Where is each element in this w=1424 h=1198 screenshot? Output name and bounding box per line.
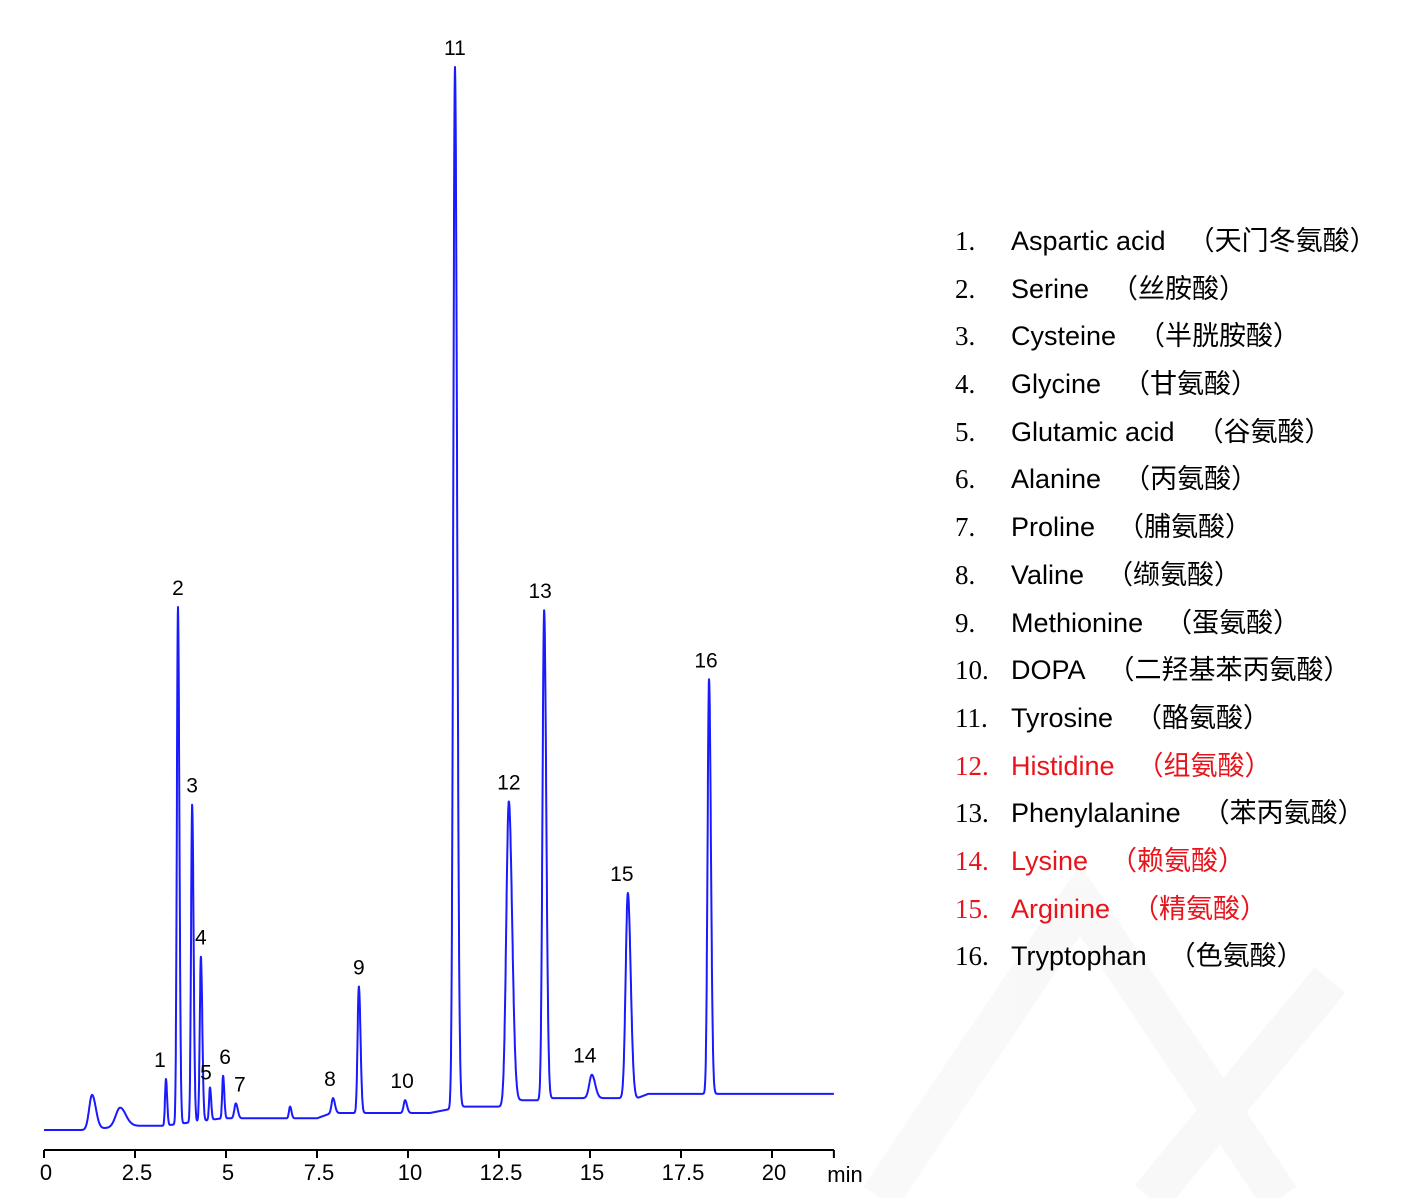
legend-cn: （丙氨酸） — [1123, 464, 1259, 496]
legend-num: 7. — [955, 512, 976, 543]
legend-name: Cysteine — [1011, 321, 1117, 352]
legend-num: 6. — [955, 464, 976, 495]
legend: 1. Aspartic acid （天门冬氨酸） 2. Serine （丝胺酸） 3. Cys… — [955, 220, 1377, 983]
x-tick-label: 5 — [222, 1160, 234, 1185]
legend-cn: （精氨酸） — [1132, 893, 1268, 925]
legend-cn: （天门冬氨酸） — [1187, 226, 1377, 257]
legend-num: 14. — [955, 845, 989, 876]
peak-label-1: 1 — [154, 1049, 166, 1072]
legend-item: 4. Glycine （甘氨酸） — [955, 363, 1377, 411]
peak-label-3: 3 — [186, 775, 198, 798]
legend-cn: （脯氨酸） — [1117, 512, 1253, 544]
legend-name: Phenylalanine — [1011, 798, 1181, 829]
legend-cn: （酪氨酸） — [1135, 702, 1271, 734]
legend-cn: （甘氨酸） — [1123, 369, 1259, 401]
peak-label-15: 15 — [610, 863, 633, 886]
x-tick-label: 17.5 — [662, 1160, 705, 1185]
x-tick-label: 0 — [40, 1160, 52, 1185]
legend-item: 5. Glutamic acid （谷氨酸） — [955, 411, 1377, 459]
legend-item: 12. Histidine （组氨酸） — [955, 745, 1377, 793]
legend-cn: （赖氨酸） — [1110, 845, 1246, 877]
legend-item: 15. Arginine （精氨酸） — [955, 888, 1377, 936]
legend-name: Methionine — [1011, 607, 1144, 638]
legend-item: 7. Proline （脯氨酸） — [955, 506, 1377, 554]
legend-item: 1. Aspartic acid （天门冬氨酸） — [955, 220, 1377, 268]
legend-name: DOPA — [1011, 655, 1086, 686]
peak-label-8: 8 — [324, 1068, 336, 1091]
legend-cn: （丝胺酸） — [1111, 273, 1247, 305]
peak-label-4: 4 — [195, 927, 207, 950]
legend-name: Arginine — [1011, 893, 1111, 924]
legend-cn: （色氨酸） — [1168, 941, 1304, 973]
legend-cn: （苯丙氨酸） — [1202, 798, 1365, 830]
legend-num: 12. — [955, 750, 989, 781]
x-tick-label: 10 — [398, 1160, 422, 1185]
legend-name: Aspartic acid — [1011, 226, 1166, 256]
legend-num: 11. — [955, 702, 988, 733]
legend-num: 9. — [955, 607, 976, 638]
legend-name: Serine — [1011, 273, 1090, 304]
legend-cn: （二羟基苯丙氨酸） — [1107, 655, 1351, 687]
legend-name: Histidine — [1011, 750, 1115, 781]
peak-label-9: 9 — [353, 956, 365, 979]
peak-label-7: 7 — [234, 1073, 246, 1096]
legend-name: Glycine — [1011, 369, 1102, 400]
legend-item: 9. Methionine （蛋氨酸） — [955, 602, 1377, 650]
peak-label-12: 12 — [497, 772, 520, 795]
legend-item: 11. Tyrosine （酪氨酸） — [955, 697, 1377, 745]
legend-name: Proline — [1011, 512, 1096, 543]
peak-label-11: 11 — [444, 37, 466, 60]
x-tick-label: 20 — [762, 1160, 786, 1185]
legend-cn: （蛋氨酸） — [1165, 607, 1301, 639]
legend-cn: （组氨酸） — [1136, 750, 1272, 782]
x-tick-label: 7.5 — [304, 1160, 335, 1185]
peak-label-2: 2 — [172, 577, 184, 600]
legend-item: 13. Phenylalanine （苯丙氨酸） — [955, 792, 1377, 840]
peak-label-6: 6 — [219, 1046, 231, 1069]
legend-num: 5. — [955, 416, 976, 447]
legend-cn: （谷氨酸） — [1196, 416, 1332, 448]
legend-num: 1. — [955, 226, 976, 256]
peak-label-16: 16 — [694, 649, 717, 672]
legend-num: 2. — [955, 273, 976, 304]
legend-num: 3. — [955, 321, 976, 352]
legend-item: 8. Valine （缬氨酸） — [955, 554, 1377, 602]
peak-label-10: 10 — [390, 1070, 413, 1093]
legend-num: 8. — [955, 559, 976, 590]
legend-num: 10. — [955, 655, 989, 686]
legend-item: 3. Cysteine （半胱胺酸） — [955, 315, 1377, 363]
x-tick-label: 15 — [580, 1160, 604, 1185]
legend-num: 4. — [955, 369, 976, 400]
peak-label-14: 14 — [573, 1045, 597, 1068]
legend-item: 2. Serine （丝胺酸） — [955, 268, 1377, 316]
x-tick-label: 2.5 — [122, 1160, 153, 1185]
peak-label-5: 5 — [200, 1061, 212, 1084]
legend-num: 15. — [955, 893, 989, 924]
legend-cn: （半胱胺酸） — [1138, 321, 1301, 353]
legend-item: 14. Lysine （赖氨酸） — [955, 840, 1377, 888]
legend-name: Glutamic acid — [1011, 416, 1175, 447]
peak-label-13: 13 — [528, 580, 551, 603]
x-axis: 0 2.5 5 7.5 10 12.5 15 17.5 20 min — [40, 1149, 863, 1187]
legend-item: 16. Tryptophan （色氨酸） — [955, 935, 1377, 983]
legend-num: 16. — [955, 941, 989, 972]
legend-name: Alanine — [1011, 464, 1102, 495]
watermark — [863, 864, 1346, 1198]
legend-name: Valine — [1011, 559, 1085, 590]
legend-name: Tryptophan — [1011, 941, 1147, 972]
legend-name: Tyrosine — [1011, 702, 1114, 733]
legend-name: Lysine — [1011, 845, 1089, 876]
legend-num: 13. — [955, 798, 989, 829]
x-tick-label: 12.5 — [480, 1160, 523, 1185]
legend-cn: （缬氨酸） — [1106, 559, 1242, 591]
x-axis-label: min — [827, 1162, 862, 1187]
legend-item: 10. DOPA （二羟基苯丙氨酸） — [955, 649, 1377, 697]
chromatogram-trace — [43, 66, 835, 1131]
legend-item: 6. Alanine （丙氨酸） — [955, 458, 1377, 506]
